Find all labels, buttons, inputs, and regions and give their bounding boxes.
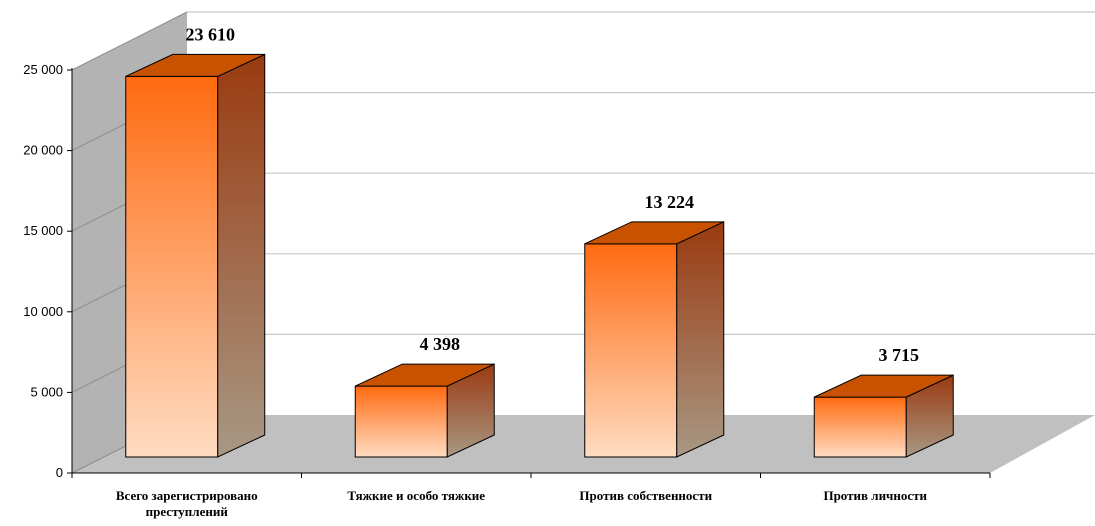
- data-label: 23 610: [186, 24, 236, 44]
- category-label: Против собственности: [579, 488, 712, 503]
- chart-bars: [125, 53, 954, 458]
- data-label: 3 715: [879, 345, 920, 365]
- category-label: Тяжкие и особо тяжкие: [347, 488, 485, 503]
- bar: [584, 221, 725, 458]
- bar-side: [676, 221, 725, 458]
- category-label: Всего зарегистрировано: [116, 488, 258, 503]
- y-tick-label: 15 000: [23, 223, 63, 238]
- bar-top: [814, 374, 954, 398]
- bar-top: [584, 221, 724, 245]
- category-label: преступлений: [146, 504, 229, 519]
- wall-gridline: [71, 11, 188, 71]
- bar-front: [584, 243, 678, 458]
- data-label: 13 224: [645, 192, 695, 212]
- category-label: Против личности: [823, 488, 927, 503]
- bar-front: [813, 396, 907, 458]
- y-tick-label: 20 000: [23, 143, 63, 158]
- bar-front: [354, 385, 448, 458]
- data-label: 4 398: [420, 334, 461, 354]
- bar: [813, 374, 954, 458]
- bar-top: [355, 363, 495, 387]
- bar-side: [217, 53, 266, 458]
- bar: [125, 53, 266, 458]
- chart-labels: 0 5 000 10 000 15 000 20 000 25 000 23 610 Всег…: [23, 24, 927, 519]
- bar-front: [125, 75, 219, 458]
- y-tick-label: 10 000: [23, 304, 63, 319]
- y-tick-label: 25 000: [23, 62, 63, 77]
- bar-top: [125, 53, 265, 77]
- y-tick-label: 0: [56, 465, 63, 480]
- bar: [354, 363, 495, 458]
- y-tick-label: 5 000: [30, 384, 63, 399]
